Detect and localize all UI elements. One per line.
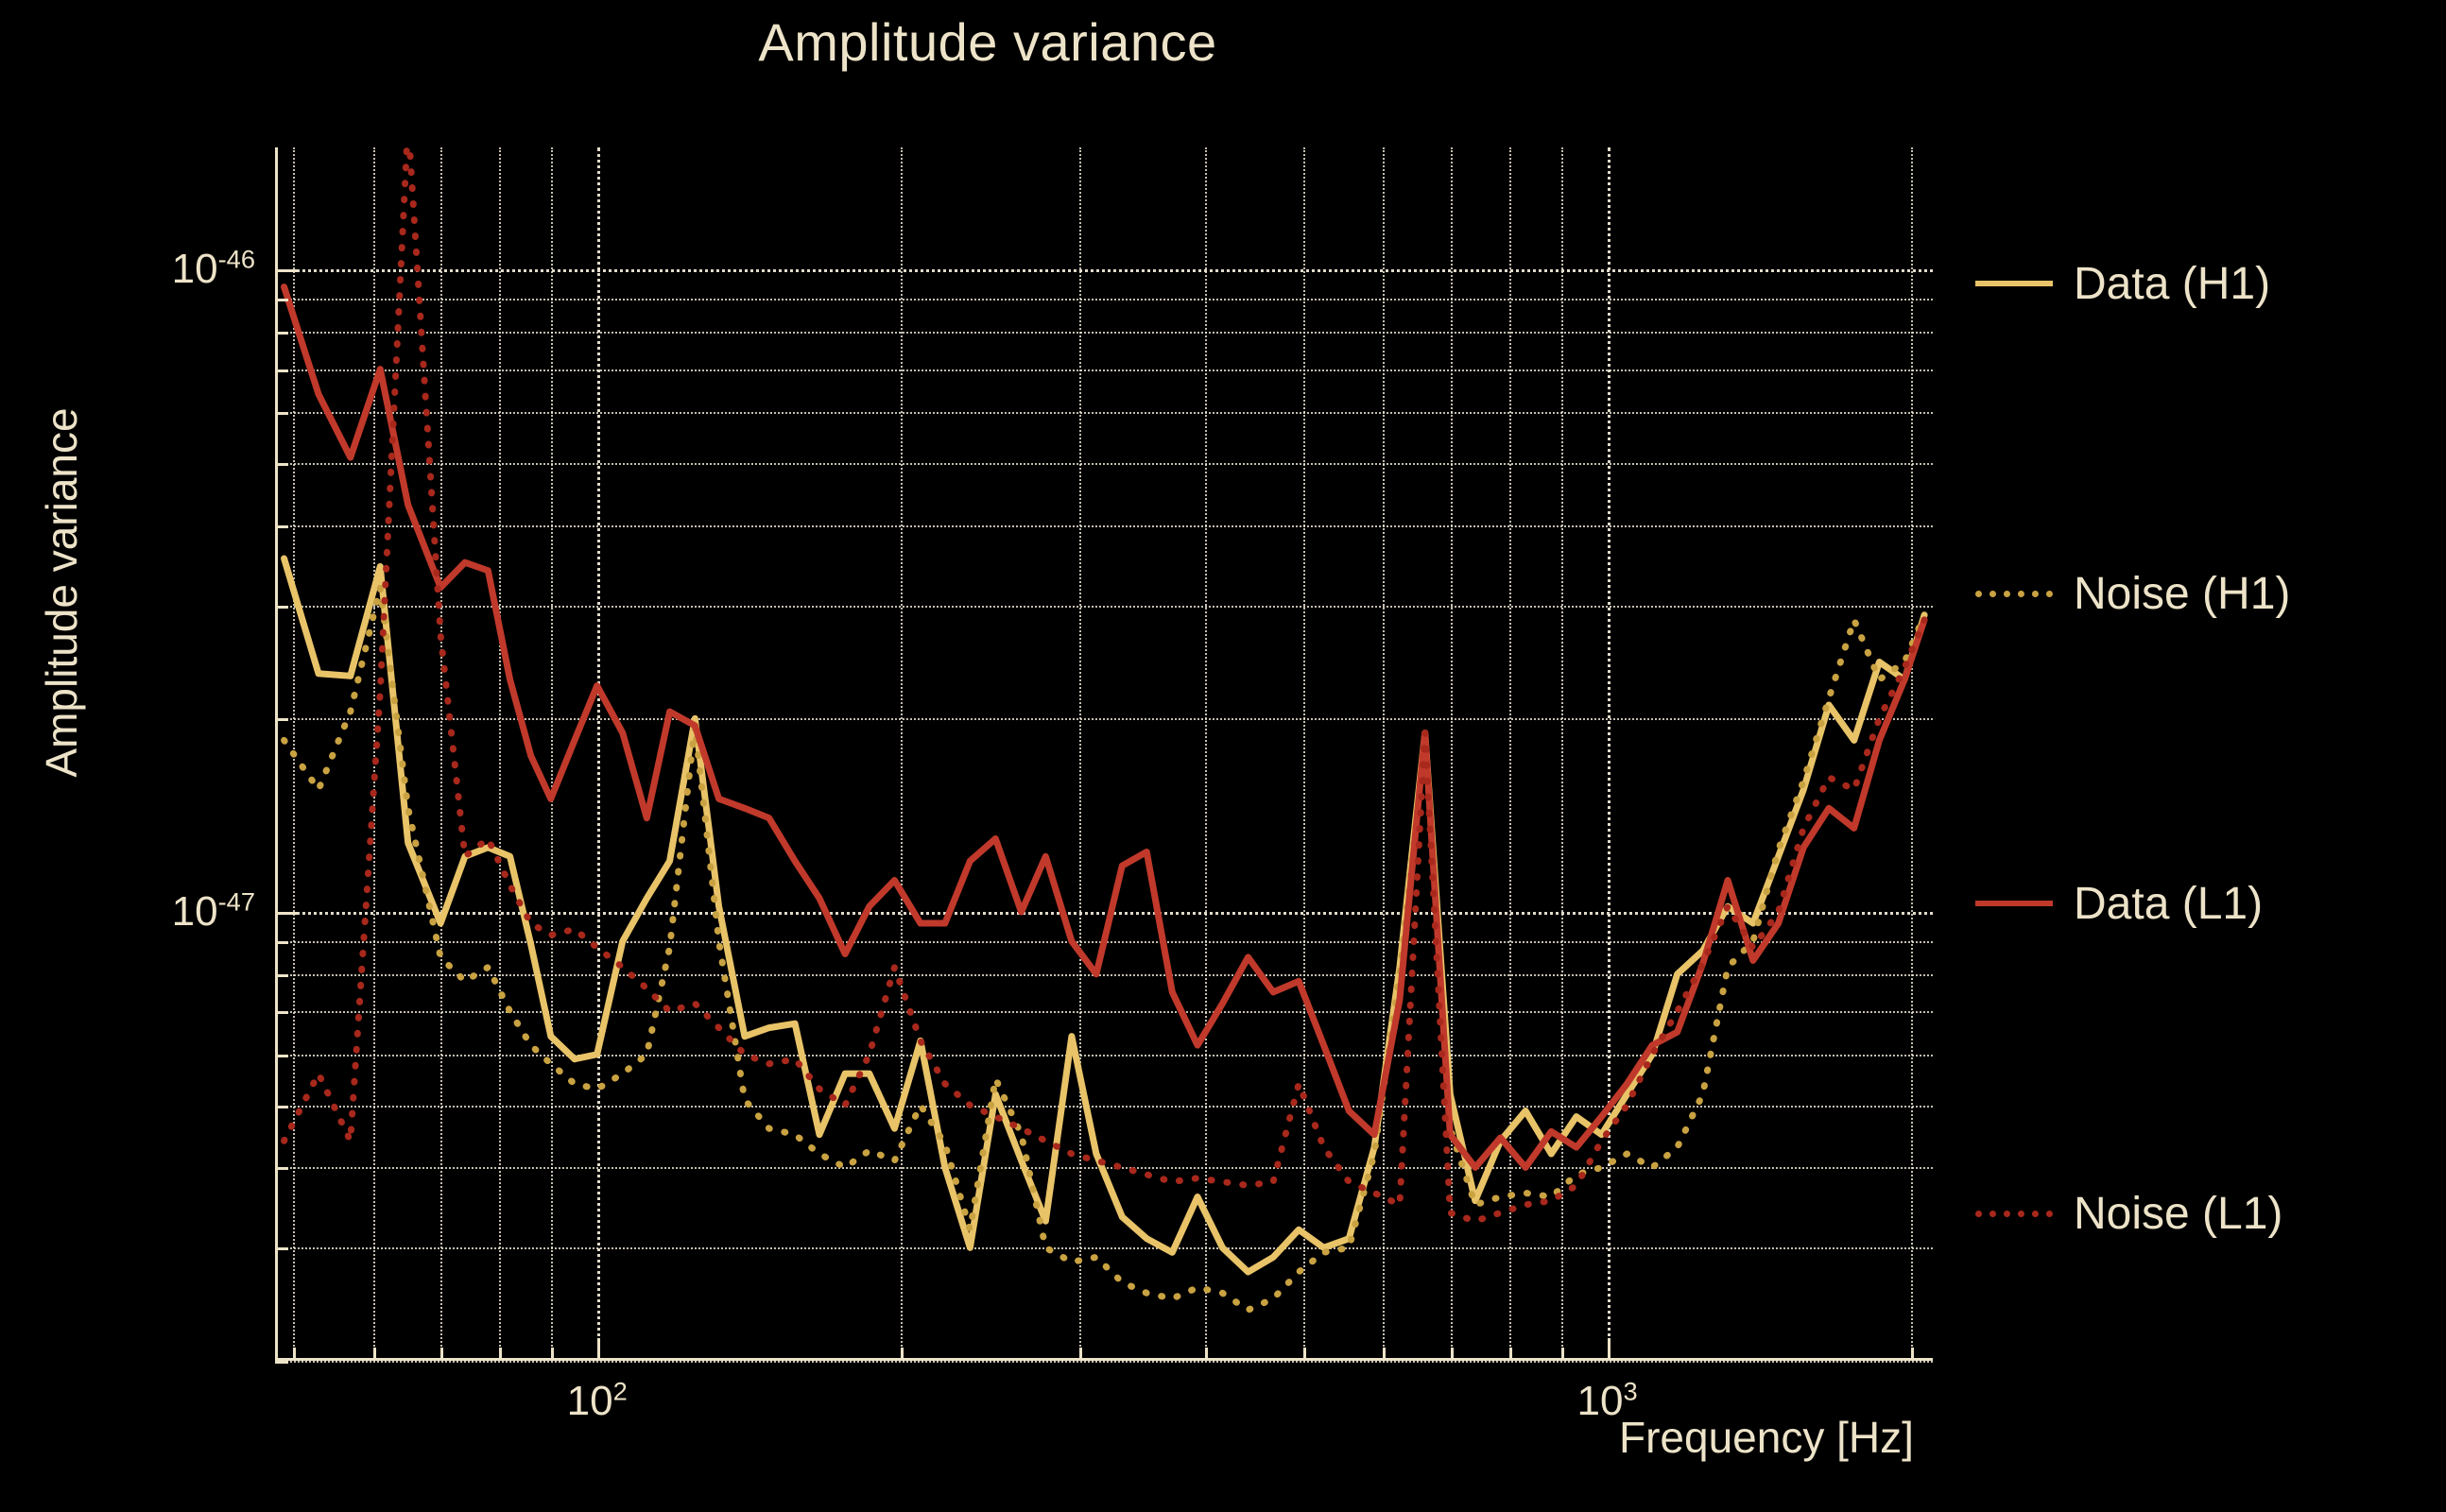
- x-tick: [1302, 1348, 1306, 1361]
- x-tick-label: 103: [1576, 1376, 1638, 1424]
- y-gridline-minor: [275, 1361, 1933, 1363]
- y-tick: [275, 1054, 288, 1057]
- y-tick: [275, 1011, 288, 1015]
- y-tick: [275, 1247, 288, 1251]
- x-tick: [1911, 1348, 1915, 1361]
- y-tick-label: 10-47: [171, 886, 255, 935]
- x-tick: [550, 1348, 554, 1361]
- legend-item-data-l1[interactable]: Data (L1): [1975, 875, 2263, 932]
- x-tick: [292, 1348, 296, 1361]
- x-tick: [1509, 1348, 1512, 1361]
- x-axis-title: Frequency [Hz]: [1619, 1413, 1914, 1462]
- y-tick: [275, 412, 288, 416]
- x-tick: [440, 1348, 444, 1361]
- y-tick: [275, 462, 288, 466]
- x-tick: [372, 1348, 376, 1361]
- y-tick: [275, 1361, 288, 1364]
- legend-item-data-h1[interactable]: Data (H1): [1975, 255, 2270, 312]
- legend-label: Data (L1): [2074, 878, 2264, 929]
- chart-legend: Data (H1) Noise (H1) Data (L1) Noise (L1): [1975, 236, 2446, 1295]
- series-layer: [281, 147, 1928, 1314]
- y-tick: [275, 1167, 288, 1171]
- y-tick: [275, 941, 288, 945]
- y-tick: [275, 911, 298, 915]
- y-tick: [275, 332, 288, 335]
- y-axis-title: Amplitude variance: [37, 407, 86, 778]
- x-tick: [596, 1338, 600, 1361]
- series-line-data-l1: [281, 284, 1928, 1171]
- legend-label: Data (H1): [2074, 258, 2271, 309]
- y-tick: [275, 973, 288, 977]
- y-tick: [275, 1105, 288, 1108]
- legend-swatch-solid-line-icon: [1975, 901, 2053, 906]
- x-tick: [499, 1348, 503, 1361]
- y-tick: [275, 718, 288, 722]
- legend-item-noise-h1[interactable]: Noise (H1): [1975, 565, 2290, 622]
- x-tick: [1078, 1348, 1082, 1361]
- x-tick: [1205, 1348, 1209, 1361]
- y-tick: [275, 524, 288, 528]
- y-tick: [275, 269, 298, 273]
- x-tick: [1383, 1348, 1387, 1361]
- legend-swatch-solid-line-icon: [1975, 281, 2053, 286]
- x-tick: [1607, 1338, 1611, 1361]
- y-axis-line: [275, 147, 278, 1361]
- chart-title: Amplitude variance: [758, 12, 1217, 72]
- x-axis-line: [275, 1358, 1933, 1361]
- legend-item-noise-l1[interactable]: Noise (L1): [1975, 1185, 2282, 1242]
- x-tick: [1451, 1348, 1455, 1361]
- legend-swatch-dotted-line-icon: [1975, 1210, 2053, 1217]
- legend-swatch-dotted-line-icon: [1975, 590, 2053, 597]
- legend-label: Noise (L1): [2074, 1188, 2283, 1239]
- y-tick: [275, 369, 288, 372]
- series-line-noise-h1: [281, 584, 1928, 1314]
- plot-area: [275, 147, 1933, 1364]
- y-tick-label: 10-46: [171, 244, 255, 293]
- y-tick: [275, 299, 288, 302]
- x-tick: [901, 1348, 904, 1361]
- legend-label: Noise (H1): [2074, 568, 2291, 619]
- y-tick: [275, 605, 288, 609]
- x-tick: [1560, 1348, 1564, 1361]
- x-tick-label: 102: [566, 1376, 628, 1424]
- series-line-noise-l1: [281, 147, 1928, 1225]
